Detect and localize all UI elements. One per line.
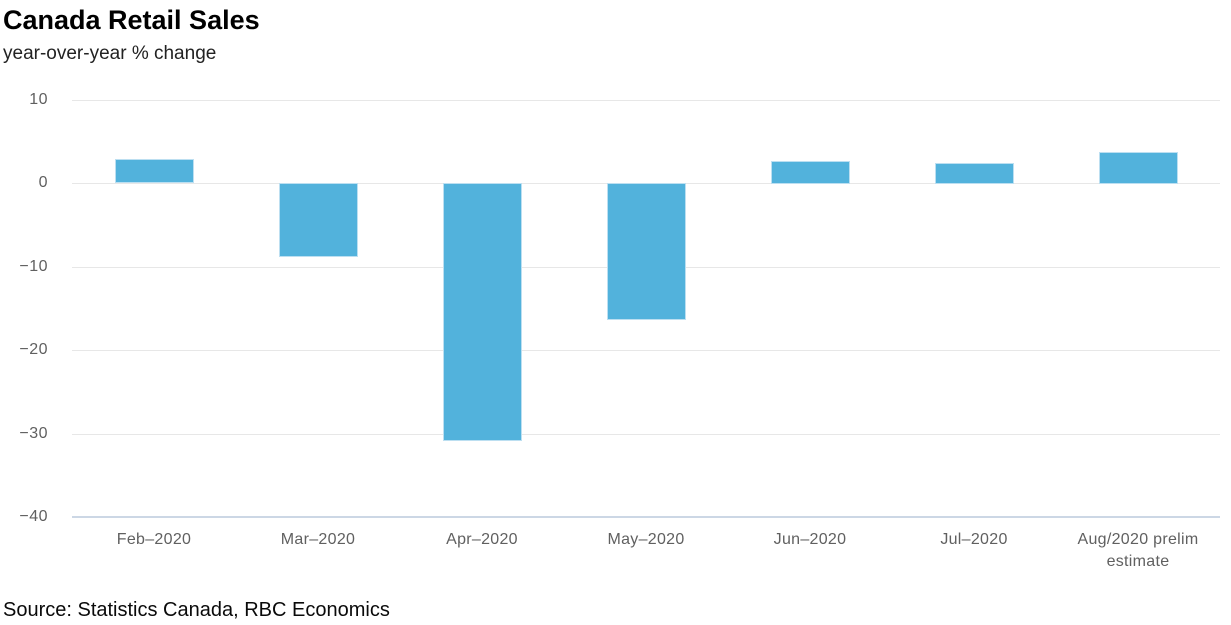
y-axis-tick-label: −20: [19, 341, 48, 358]
x-axis-tick-label: Aug/2020 prelim estimate: [1077, 531, 1199, 570]
bar-jul-2020: [935, 163, 1014, 184]
x-axis-tick-label: May–2020: [607, 531, 685, 548]
bar-jun-2020: [771, 161, 850, 184]
y-axis-tick-label: −10: [19, 258, 48, 275]
bar-may-2020: [607, 183, 686, 320]
gridline-y-10: [72, 100, 1220, 101]
chart-subtitle: year-over-year % change: [3, 43, 217, 64]
chart-title: Canada Retail Sales: [3, 5, 260, 35]
y-axis-tick-label: −40: [19, 508, 48, 525]
source-credit: Source: Statistics Canada, RBC Economics: [3, 599, 390, 621]
y-axis-tick-label: −30: [19, 425, 48, 442]
bar-apr-2020: [443, 183, 522, 441]
x-axis-tick-label: Jun–2020: [773, 531, 847, 548]
x-axis-tick-label: Jul–2020: [940, 531, 1008, 548]
gridline-y--20: [72, 350, 1220, 351]
gridline-y--30: [72, 434, 1220, 435]
bar-aug-2020-prelim-estimate: [1099, 152, 1178, 184]
x-axis-tick-label: Mar–2020: [280, 531, 356, 548]
bar-feb-2020: [115, 159, 194, 183]
x-axis-tick-label: Apr–2020: [446, 531, 518, 548]
gridline-y--40: [72, 516, 1220, 518]
y-axis-tick-label: 0: [38, 174, 48, 191]
y-axis-tick-label: 10: [29, 91, 48, 108]
bar-mar-2020: [279, 183, 358, 257]
x-axis-tick-label: Feb–2020: [116, 531, 192, 548]
